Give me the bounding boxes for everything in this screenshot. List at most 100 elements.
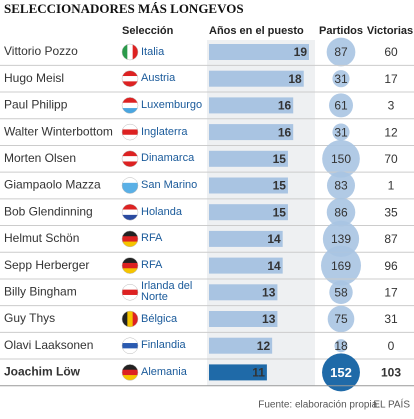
- flag-stripe: [122, 230, 138, 237]
- bar-label: 15: [273, 179, 287, 193]
- flag-stripe: [122, 257, 138, 264]
- manager-name: Olavi Laaksonen: [4, 338, 93, 352]
- bar-label: 14: [267, 259, 281, 273]
- flag-border: [121, 123, 139, 141]
- team-name: Finlandia: [141, 339, 186, 352]
- bar: [209, 364, 267, 381]
- flag: [122, 364, 138, 381]
- manager-name: Walter Winterbottom: [4, 124, 113, 138]
- flag-stripe: [122, 97, 138, 104]
- bubble-label: 58: [334, 285, 348, 299]
- bubble-label: 169: [331, 259, 351, 273]
- credit: EL PAÍS: [373, 398, 410, 411]
- manager-name: Giampaolo Mazza: [4, 178, 101, 192]
- flag-border: [121, 364, 139, 381]
- bar: [209, 177, 288, 194]
- wins-value: 31: [384, 312, 398, 326]
- bar-label: 16: [278, 125, 292, 139]
- flag-stripe: [122, 150, 138, 157]
- bubble-label: 139: [331, 232, 351, 246]
- flag-stripe: [122, 188, 138, 194]
- flag-stripe: [122, 44, 128, 60]
- team-name: Bélgica: [141, 312, 178, 325]
- flag: [122, 204, 138, 221]
- team-name: Alemania: [141, 365, 187, 378]
- bar-label: 15: [273, 205, 287, 219]
- flag-stripe: [122, 102, 138, 109]
- flag-stripe: [122, 134, 138, 141]
- wins-value: 17: [384, 72, 398, 86]
- manager-name: Morten Olsen: [4, 151, 76, 165]
- flag-stripe: [122, 289, 138, 296]
- bar-label: 18: [288, 72, 302, 86]
- flag-border: [121, 70, 139, 87]
- team-name: RFA: [141, 259, 163, 272]
- wins-value: 96: [384, 259, 398, 273]
- source: Fuente: elaboración propia.: [258, 400, 380, 411]
- bubble: [327, 305, 355, 333]
- bar: [209, 257, 283, 274]
- bubble-label: 86: [334, 205, 348, 219]
- team-wrap: Finlandia: [141, 339, 186, 352]
- bubble-label: 152: [330, 365, 352, 380]
- flag-stripe: [122, 124, 138, 130]
- team-name: Italia: [141, 45, 165, 58]
- bar: [209, 337, 273, 354]
- flag-stripe: [122, 70, 138, 77]
- bubble-label: 83: [334, 179, 348, 193]
- flag-border: [121, 337, 139, 354]
- bubble: [328, 93, 354, 118]
- flag-stripe: [122, 182, 138, 189]
- bubble: [329, 280, 353, 305]
- flag-stripe: [122, 81, 138, 87]
- bar: [209, 230, 283, 247]
- team-name: Holanda: [141, 205, 182, 218]
- manager-name: Hugo Meisl: [4, 71, 64, 85]
- flag-stripe: [127, 311, 134, 327]
- chart-title: SELECCIONADORES MÁS LONGEVOS: [4, 1, 244, 16]
- team-wrap: Bélgica: [141, 312, 178, 325]
- wins-value: 3: [388, 99, 395, 113]
- flag-stripe: [122, 262, 138, 269]
- bar-label: 14: [267, 232, 281, 246]
- bar: [209, 311, 278, 327]
- team-name: San Marino: [141, 179, 198, 191]
- series-header: Partidos: [319, 25, 363, 37]
- bubble: [326, 197, 356, 227]
- flag-border: [121, 97, 139, 114]
- bubble-label: 150: [331, 152, 351, 166]
- flag: [122, 284, 138, 301]
- flag: [122, 311, 138, 327]
- manager-name: Bob Glendinning: [4, 204, 93, 218]
- flag-stripe: [122, 369, 138, 376]
- bar-label: 19: [294, 45, 308, 59]
- bubble-label: 75: [334, 312, 348, 326]
- team-name: Irlanda del Norte: [141, 280, 193, 304]
- flag-stripe: [122, 311, 128, 327]
- bubble: [326, 171, 356, 200]
- series-header: Años en el puesto: [209, 25, 304, 37]
- bar-label: 15: [273, 152, 287, 166]
- team-name: Austria: [141, 72, 176, 85]
- flag: [122, 257, 138, 274]
- flag-stripe: [122, 236, 138, 243]
- team-wrap: RFA: [141, 233, 162, 244]
- bar-label: 16: [278, 99, 292, 113]
- bar: [209, 150, 288, 167]
- flag-stripe: [122, 284, 138, 291]
- flag: [122, 337, 138, 354]
- bar: [209, 97, 294, 114]
- flag: [122, 150, 138, 167]
- team-wrap: Holanda: [141, 205, 182, 218]
- bubble-label: 18: [334, 339, 348, 353]
- bar: [209, 124, 294, 141]
- wins-value: 17: [384, 285, 398, 299]
- team-wrap: Inglaterra: [141, 126, 187, 137]
- flag-border: [121, 150, 139, 168]
- bubble: [326, 37, 356, 67]
- team-name: Luxemburgo: [141, 98, 203, 111]
- wins-value: 35: [384, 205, 398, 219]
- flag-border: [121, 284, 139, 301]
- manager-name: Guy Thys: [4, 311, 55, 325]
